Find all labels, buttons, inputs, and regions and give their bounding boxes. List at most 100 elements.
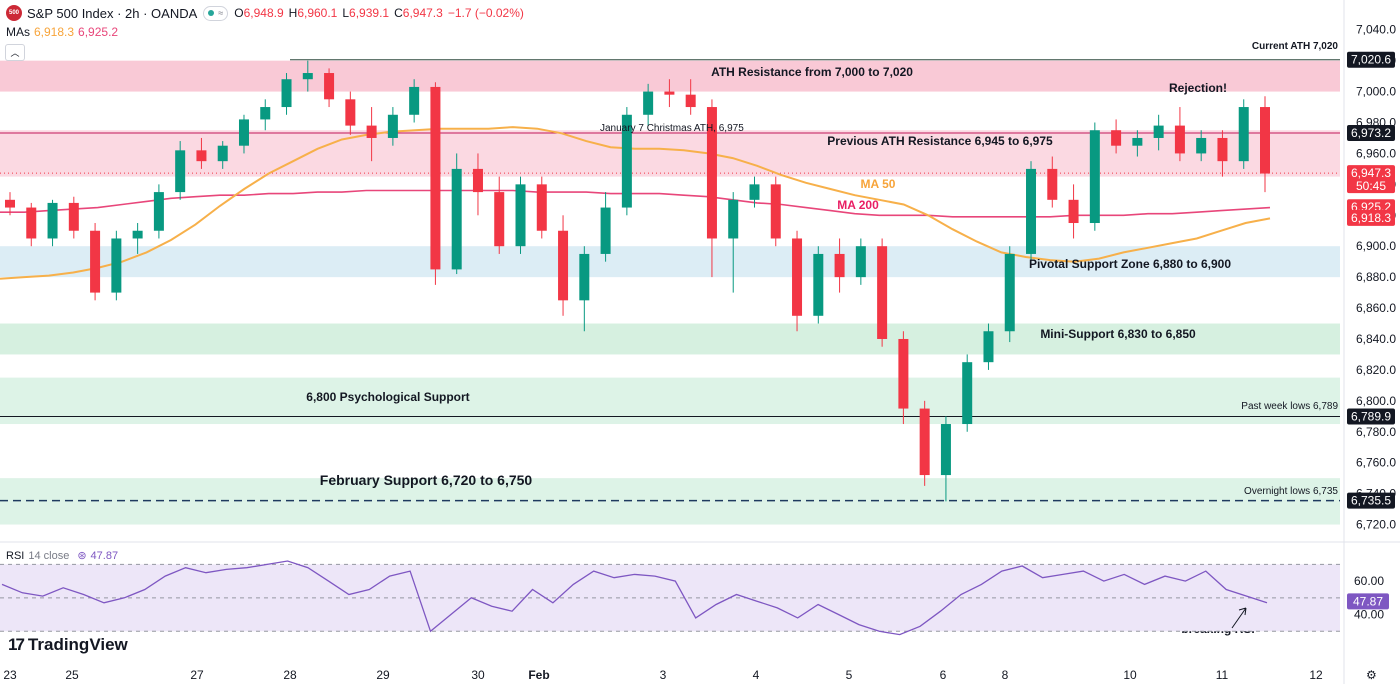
ma50-legend-value: 6,918.3: [34, 25, 75, 39]
price-tag-text-past-week-lows: 6,789.9: [1351, 409, 1391, 423]
rsi-legend-value: 47.87: [90, 549, 119, 562]
time-tick-label: 12: [1309, 668, 1323, 682]
market-status-pill[interactable]: ≈: [203, 5, 229, 21]
candle-body: [5, 199, 15, 208]
ma50-line: [0, 126, 1271, 280]
candle-body: [940, 424, 951, 476]
candle-body: [664, 91, 675, 95]
candle-body: [451, 168, 462, 270]
ma-legend[interactable]: MAs 6,918.3 6,925.2: [6, 25, 118, 39]
time-tick-label: 6: [940, 668, 947, 682]
candle-body: [387, 114, 398, 138]
candle-body: [68, 202, 79, 231]
candle-body: [1026, 168, 1037, 254]
candle-body: [1260, 107, 1270, 174]
candle-body: [898, 338, 909, 409]
candle-body: [494, 192, 505, 247]
candle-body: [983, 331, 994, 363]
chevron-up-icon[interactable]: ︿: [5, 44, 25, 61]
candle-body: [1132, 137, 1143, 146]
price-tag-text-current-ath: 7,020.6: [1351, 53, 1391, 67]
candle-body: [153, 192, 164, 231]
candle-body: [472, 168, 483, 193]
candle-body: [749, 184, 760, 200]
tradingview-logo[interactable]: 17 TradingView: [8, 635, 128, 655]
price-tick-label: 6,900.0: [1356, 239, 1396, 253]
annotation-ma50-label: MA 50: [861, 177, 896, 191]
candle-body: [962, 362, 973, 425]
settings-icon[interactable]: ⊛: [77, 550, 87, 562]
zone-label-prev-ath-resistance: Previous ATH Resistance 6,945 to 6,975: [827, 134, 1053, 148]
candle-body: [643, 91, 654, 115]
price-tick-label: 6,860.0: [1356, 301, 1396, 315]
candle-body: [770, 184, 781, 239]
candle-body: [1089, 130, 1100, 224]
price-tick-label: 6,840.0: [1356, 332, 1396, 346]
price-tag-text-last-price: 6,947.3: [1351, 166, 1391, 180]
candle-body: [26, 207, 37, 239]
zone-psych-support: [0, 377, 1340, 425]
symbol-title[interactable]: S&P 500 Index · 2h · OANDA: [27, 5, 198, 21]
zone-label-february-support: February Support 6,720 to 6,750: [320, 472, 533, 488]
tradingview-wordmark: TradingView: [27, 635, 128, 654]
price-tag-countdown: 50:45: [1356, 179, 1386, 193]
candle-body: [813, 253, 824, 316]
level-label-christmas-ath: January 7 Christmas ATH, 6,975: [600, 123, 744, 134]
zone-label-mini-support: Mini-Support 6,830 to 6,850: [1040, 327, 1196, 341]
price-tick-label: 7,000.0: [1356, 85, 1396, 99]
time-tick-label: 29: [376, 668, 390, 682]
zone-label-pivotal-support: Pivotal Support Zone 6,880 to 6,900: [1029, 257, 1231, 271]
zone-label-psych-support: 6,800 Psychological Support: [306, 390, 469, 404]
rsi-legend-params: 14 close: [28, 549, 70, 562]
candle-body: [792, 238, 803, 316]
candle-body: [196, 150, 207, 162]
price-tick-label: 7,040.0: [1356, 23, 1396, 37]
chart-header: 500 S&P 500 Index · 2h · OANDA ≈ O6,948.…: [6, 5, 529, 21]
time-tick-label: 28: [283, 668, 297, 682]
level-label-current-ath: Current ATH 7,020: [1252, 41, 1339, 52]
rsi-legend-label: RSI: [6, 549, 25, 562]
candle-body: [515, 184, 526, 247]
candle-body: [324, 73, 335, 100]
time-tick-label: Feb: [528, 668, 549, 682]
ma-legend-label: MAs: [6, 25, 30, 39]
gear-icon[interactable]: ⚙: [1366, 668, 1377, 682]
rsi-tag-text: 47.87: [1353, 594, 1383, 608]
candle-body: [217, 145, 228, 162]
candle-body: [238, 119, 249, 146]
close-value: 6,947.3: [402, 6, 443, 20]
candle-body: [366, 125, 377, 138]
candle-body: [919, 408, 930, 476]
candle-body: [90, 230, 101, 293]
price-tag-current-ath: [1347, 51, 1395, 68]
ma200-line: [0, 189, 1271, 218]
price-tag-ma50-tag: [1347, 209, 1395, 226]
rsi-band: [0, 564, 1340, 632]
zone-label-ath-resistance: ATH Resistance from 7,000 to 7,020: [711, 65, 913, 79]
price-tick-label: 6,720.0: [1356, 518, 1396, 532]
candle-body: [1174, 125, 1185, 154]
time-tick-label: 10: [1123, 668, 1137, 682]
tradingview-mark-icon: 17: [8, 635, 25, 654]
price-tick-label: 6,820.0: [1356, 363, 1396, 377]
candle-body: [47, 202, 58, 239]
low-label: L: [342, 6, 350, 20]
time-tick-label: 4: [753, 668, 760, 682]
time-tick-label: 25: [65, 668, 79, 682]
time-tick-label: 11: [1216, 668, 1229, 682]
change-value: −1.7 (−0.02%): [447, 6, 524, 20]
candle-body: [175, 150, 186, 193]
candle-body: [111, 238, 122, 293]
rsi-legend[interactable]: RSI 14 close ⊛ 47.87: [6, 549, 119, 563]
candle-body: [536, 184, 547, 231]
high-label: H: [288, 6, 298, 20]
rsi-line: [1, 560, 1268, 636]
candle-body: [1047, 168, 1058, 200]
sp500-logo: 500: [6, 5, 22, 21]
zone-ath-resistance: [0, 60, 1340, 92]
candle-body: [1004, 253, 1015, 332]
candle-body: [855, 246, 866, 278]
candle-body: [706, 107, 717, 239]
zone-february-support: [0, 478, 1340, 525]
